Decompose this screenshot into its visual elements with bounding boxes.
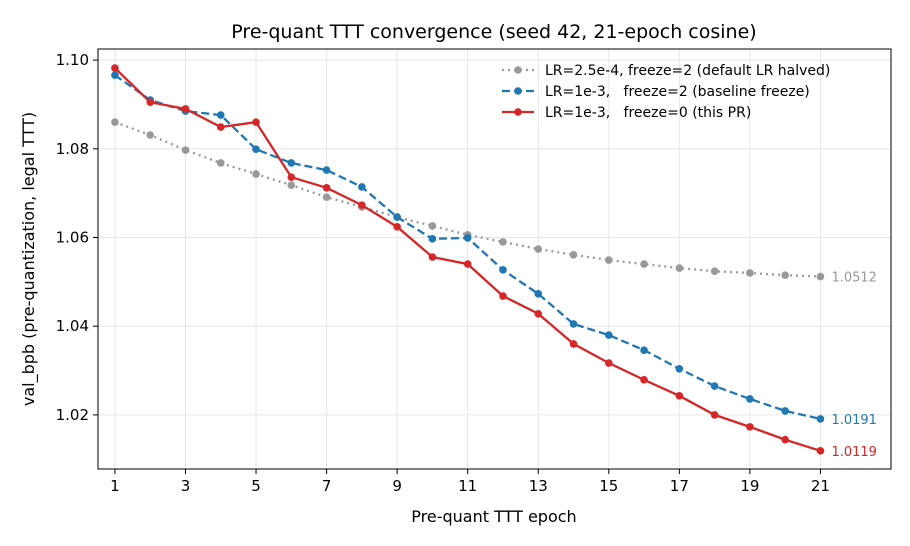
- data-point: [252, 118, 260, 126]
- data-point: [675, 264, 684, 272]
- series-layer: 1.0512 1.0191 1.0119: [111, 64, 877, 460]
- x-tick-label: 19: [740, 477, 759, 495]
- data-point: [322, 184, 331, 192]
- y-tick-label: 1.06: [56, 228, 89, 246]
- end-value-label: 1.0119: [831, 445, 877, 460]
- data-point: [710, 382, 719, 390]
- legend-entry-0: LR=2.5e-4, freeze=2 (default LR halved): [545, 63, 830, 79]
- data-point: [393, 223, 401, 231]
- data-point: [675, 364, 684, 373]
- data-point: [322, 166, 331, 174]
- x-tick-label: 17: [670, 477, 689, 495]
- data-point: [534, 290, 543, 298]
- y-tick-label: 1.02: [56, 406, 89, 424]
- data-point: [181, 105, 190, 113]
- data-point: [111, 118, 119, 126]
- data-point: [216, 111, 225, 119]
- data-point: [463, 260, 472, 268]
- data-point: [746, 395, 754, 403]
- data-point: [428, 222, 437, 230]
- data-point: [569, 320, 578, 328]
- y-tick-label: 1.04: [56, 317, 89, 335]
- plot-frame: [97, 48, 892, 470]
- legend-marker-2: [514, 108, 522, 116]
- x-axis-label: Pre-quant TTT epoch: [411, 507, 576, 526]
- data-point: [463, 234, 472, 242]
- data-point: [534, 245, 543, 253]
- legend-marker-1: [514, 87, 522, 95]
- data-point: [216, 159, 225, 167]
- data-point: [181, 146, 190, 154]
- data-point: [358, 183, 366, 191]
- data-point: [287, 173, 296, 181]
- legend-entry-1: LR=1e-3, freeze=2 (baseline freeze): [545, 84, 810, 100]
- data-point: [604, 256, 613, 264]
- legend-entry-2: LR=1e-3, freeze=0 (this PR): [545, 105, 751, 121]
- data-point: [322, 193, 331, 201]
- data-point: [499, 238, 507, 246]
- data-point: [640, 376, 648, 384]
- x-tick-label: 7: [322, 477, 332, 495]
- x-tick-label: 11: [458, 477, 477, 495]
- data-point: [746, 423, 754, 431]
- data-point: [569, 340, 578, 348]
- data-point: [816, 447, 825, 455]
- data-point: [816, 272, 825, 281]
- data-point: [781, 407, 789, 415]
- data-point: [252, 170, 260, 178]
- data-point: [111, 64, 119, 72]
- data-point: [287, 159, 296, 167]
- data-point: [781, 271, 789, 279]
- y-tick-label: 1.10: [56, 51, 89, 69]
- data-point: [534, 309, 543, 318]
- data-point: [146, 98, 155, 107]
- end-value-label: 1.0191: [831, 413, 877, 428]
- data-point: [428, 235, 437, 243]
- data-point: [781, 435, 789, 444]
- x-tick-label: 21: [811, 477, 830, 495]
- data-point: [569, 250, 578, 259]
- data-point: [499, 266, 507, 274]
- ticks: 1 3 5 7 9 11 13 15 17 19 211.021.041.061.081.10: [56, 51, 830, 495]
- y-axis-label: val_bpb (pre-quantization, legal TTT): [19, 112, 39, 406]
- data-point: [287, 181, 296, 189]
- data-point: [640, 346, 648, 354]
- data-point: [710, 267, 719, 275]
- data-point: [428, 253, 437, 261]
- x-tick-label: 15: [599, 477, 618, 495]
- end-value-label: 1.0512: [831, 271, 877, 286]
- data-point: [604, 331, 613, 339]
- data-point: [216, 123, 225, 131]
- data-point: [499, 292, 507, 300]
- legend: LR=2.5e-4, freeze=2 (default LR halved) L…: [502, 63, 830, 121]
- data-point: [675, 392, 684, 400]
- chart-title: Pre-quant TTT convergence (seed 42, 21-e…: [231, 21, 756, 43]
- x-tick-label: 9: [392, 477, 402, 495]
- data-point: [252, 145, 260, 154]
- x-tick-label: 5: [251, 477, 261, 495]
- data-point: [640, 260, 648, 268]
- data-point: [146, 131, 155, 139]
- grid: [98, 49, 891, 469]
- data-point: [746, 269, 754, 277]
- data-point: [604, 359, 613, 367]
- data-point: [358, 201, 366, 209]
- y-tick-label: 1.08: [56, 140, 89, 158]
- x-tick-label: 3: [181, 477, 191, 495]
- x-tick-label: 1: [110, 477, 120, 495]
- data-point: [710, 411, 719, 419]
- data-point: [393, 213, 401, 221]
- data-point: [111, 71, 119, 79]
- x-tick-label: 13: [529, 477, 548, 495]
- legend-marker-0: [514, 66, 522, 74]
- data-point: [816, 415, 825, 423]
